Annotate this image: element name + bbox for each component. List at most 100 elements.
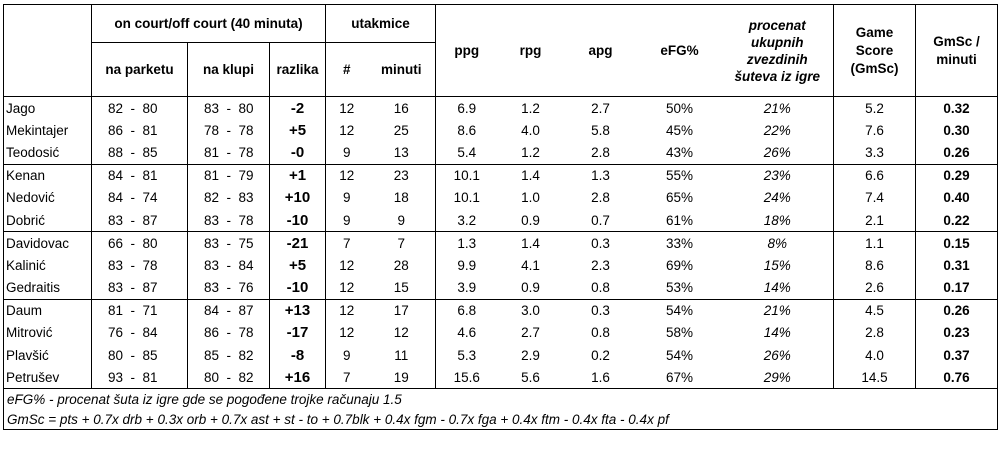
- procenat-value: 26%: [763, 347, 791, 363]
- ppg-value: 6.8: [435, 298, 498, 322]
- player-name: Nedović: [3, 186, 92, 209]
- gmsc-min-value: 0.76: [915, 366, 999, 389]
- rpg-value: 5.6: [521, 369, 540, 385]
- off-court-score: 85 - 82: [187, 344, 270, 367]
- razlika-value: -8: [269, 344, 327, 367]
- efg-value: 55%: [637, 163, 722, 187]
- na-klupi-header: na klupi: [187, 42, 270, 97]
- rpg-value: 1.2: [521, 144, 540, 160]
- player-name: Gedraitis: [3, 276, 92, 300]
- ppg-header: ppg: [435, 4, 498, 97]
- games-value: 12: [339, 325, 355, 341]
- games-value: 7: [343, 369, 351, 385]
- rpg-value: 4.0: [521, 122, 540, 138]
- efg-value: 69%: [666, 257, 694, 273]
- apg-value: 0.3: [563, 231, 638, 255]
- ppg-value: 3.9: [457, 280, 477, 296]
- games-value: 7: [325, 231, 368, 255]
- apg-header: apg: [563, 4, 638, 97]
- efg-value: 45%: [666, 122, 694, 138]
- off-court-score: 86 - 78: [187, 321, 270, 345]
- ppg-value: 4.6: [457, 325, 477, 341]
- rpg-value: 1.4: [497, 163, 564, 187]
- stats-table: on court/off court (40 minuta) utakmice …: [2, 4, 999, 431]
- procenat-header: procenat ukupnih zvezdinih šuteva iz igr…: [721, 4, 834, 97]
- procenat-value: 18%: [763, 212, 791, 228]
- player-name: Teodosić: [3, 141, 92, 165]
- table-row: Plavšić 80 - 85 85 - 82 -8 9 11 5.3 2.9 0.2 54% 26…: [3, 344, 999, 367]
- ppg-value: 8.6: [457, 122, 477, 138]
- razlika-value: -0: [269, 141, 327, 165]
- efg-value: 50%: [637, 96, 722, 120]
- on-court-score: 84 - 74: [91, 186, 188, 209]
- player-name: Plavšić: [3, 344, 92, 367]
- off-court-score: 81 - 79: [187, 163, 270, 187]
- gamescore-value: 5.2: [833, 96, 917, 120]
- procenat-value: 15%: [763, 257, 791, 273]
- games-value: 12: [325, 298, 368, 322]
- apg-value: 5.8: [591, 122, 610, 138]
- apg-value: 2.8: [591, 190, 610, 206]
- on-court-score: 83 - 87: [91, 276, 188, 300]
- apg-value: 2.8: [591, 144, 610, 160]
- ppg-value: 10.1: [435, 163, 498, 187]
- broj-header: #: [343, 62, 351, 77]
- off-court-score: 83 - 80: [187, 96, 270, 120]
- games-value: 9: [343, 144, 351, 160]
- player-name: Mekintajer: [3, 119, 92, 142]
- razlika-value: -17: [269, 321, 327, 345]
- table-row: Kenan 84 - 81 81 - 79 +1 12 23 10.1 1.4 1.3 55% 23…: [3, 163, 999, 187]
- minutes-value: 11: [367, 344, 437, 367]
- on-court-score: 82 - 80: [91, 96, 188, 120]
- player-name: Daum: [3, 298, 92, 322]
- games-value: 9: [343, 190, 351, 206]
- minutes-value: 13: [367, 141, 437, 165]
- ppg-value: 9.9: [457, 257, 477, 273]
- minuti-header: minuti: [367, 42, 437, 97]
- razlika-value: -10: [269, 276, 327, 300]
- razlika-value: -10: [269, 208, 327, 232]
- games-value: 9: [343, 347, 351, 363]
- gmsc-min-value: 0.26: [915, 298, 999, 322]
- efg-value: 33%: [637, 231, 722, 255]
- gmsc-min-value: 0.40: [915, 186, 999, 209]
- gmsc-min-value: 0.26: [915, 141, 999, 165]
- gmsc-min-value: 0.32: [915, 96, 999, 120]
- on-court-score: 83 - 87: [91, 208, 188, 232]
- player-name: Petrušev: [3, 366, 92, 389]
- oncourt-group-header: on court/off court (40 minuta): [91, 4, 327, 43]
- gmsc-min-value: 0.37: [915, 344, 999, 367]
- apg-value: 1.6: [591, 369, 610, 385]
- games-value: 9: [343, 212, 351, 228]
- procenat-value: 21%: [721, 96, 834, 120]
- apg-value: 0.2: [591, 347, 610, 363]
- ppg-value: 5.3: [457, 347, 477, 363]
- procenat-value: 29%: [763, 369, 791, 385]
- ppg-value: 3.2: [457, 212, 477, 228]
- gamescore-value: 4.5: [833, 298, 917, 322]
- rpg-value: 4.1: [521, 257, 540, 273]
- table-row: Jago 82 - 80 83 - 80 -2 12 16 6.9 1.2 2.7 50% 21% 5…: [3, 96, 999, 120]
- efg-note: eFG% - procenat šuta iz igre gde se pogo…: [2, 388, 999, 410]
- apg-value: 0.8: [591, 280, 610, 296]
- gamescore-value: 7.6: [833, 119, 917, 142]
- minutes-value: 7: [367, 231, 437, 255]
- efg-value: 54%: [637, 298, 722, 322]
- on-court-score: 88 - 85: [91, 141, 188, 165]
- gamescore-value: 1.1: [833, 231, 917, 255]
- rpg-value: 0.9: [521, 212, 540, 228]
- gmsc-min-value: 0.31: [915, 254, 999, 277]
- gmsc-min-value: 0.17: [915, 276, 999, 300]
- off-court-score: 78 - 78: [187, 119, 270, 142]
- off-court-score: 83 - 78: [187, 208, 270, 232]
- games-value: 12: [325, 96, 368, 120]
- efg-value: 54%: [666, 347, 694, 363]
- on-court-score: 83 - 78: [91, 254, 188, 277]
- efg-value: 43%: [666, 144, 694, 160]
- minutes-value: 28: [367, 254, 437, 277]
- minutes-value: 12: [367, 321, 437, 345]
- minutes-value: 16: [367, 96, 437, 120]
- apg-value: 2.3: [591, 257, 610, 273]
- apg-value: 1.3: [563, 163, 638, 187]
- procenat-value: 22%: [763, 122, 791, 138]
